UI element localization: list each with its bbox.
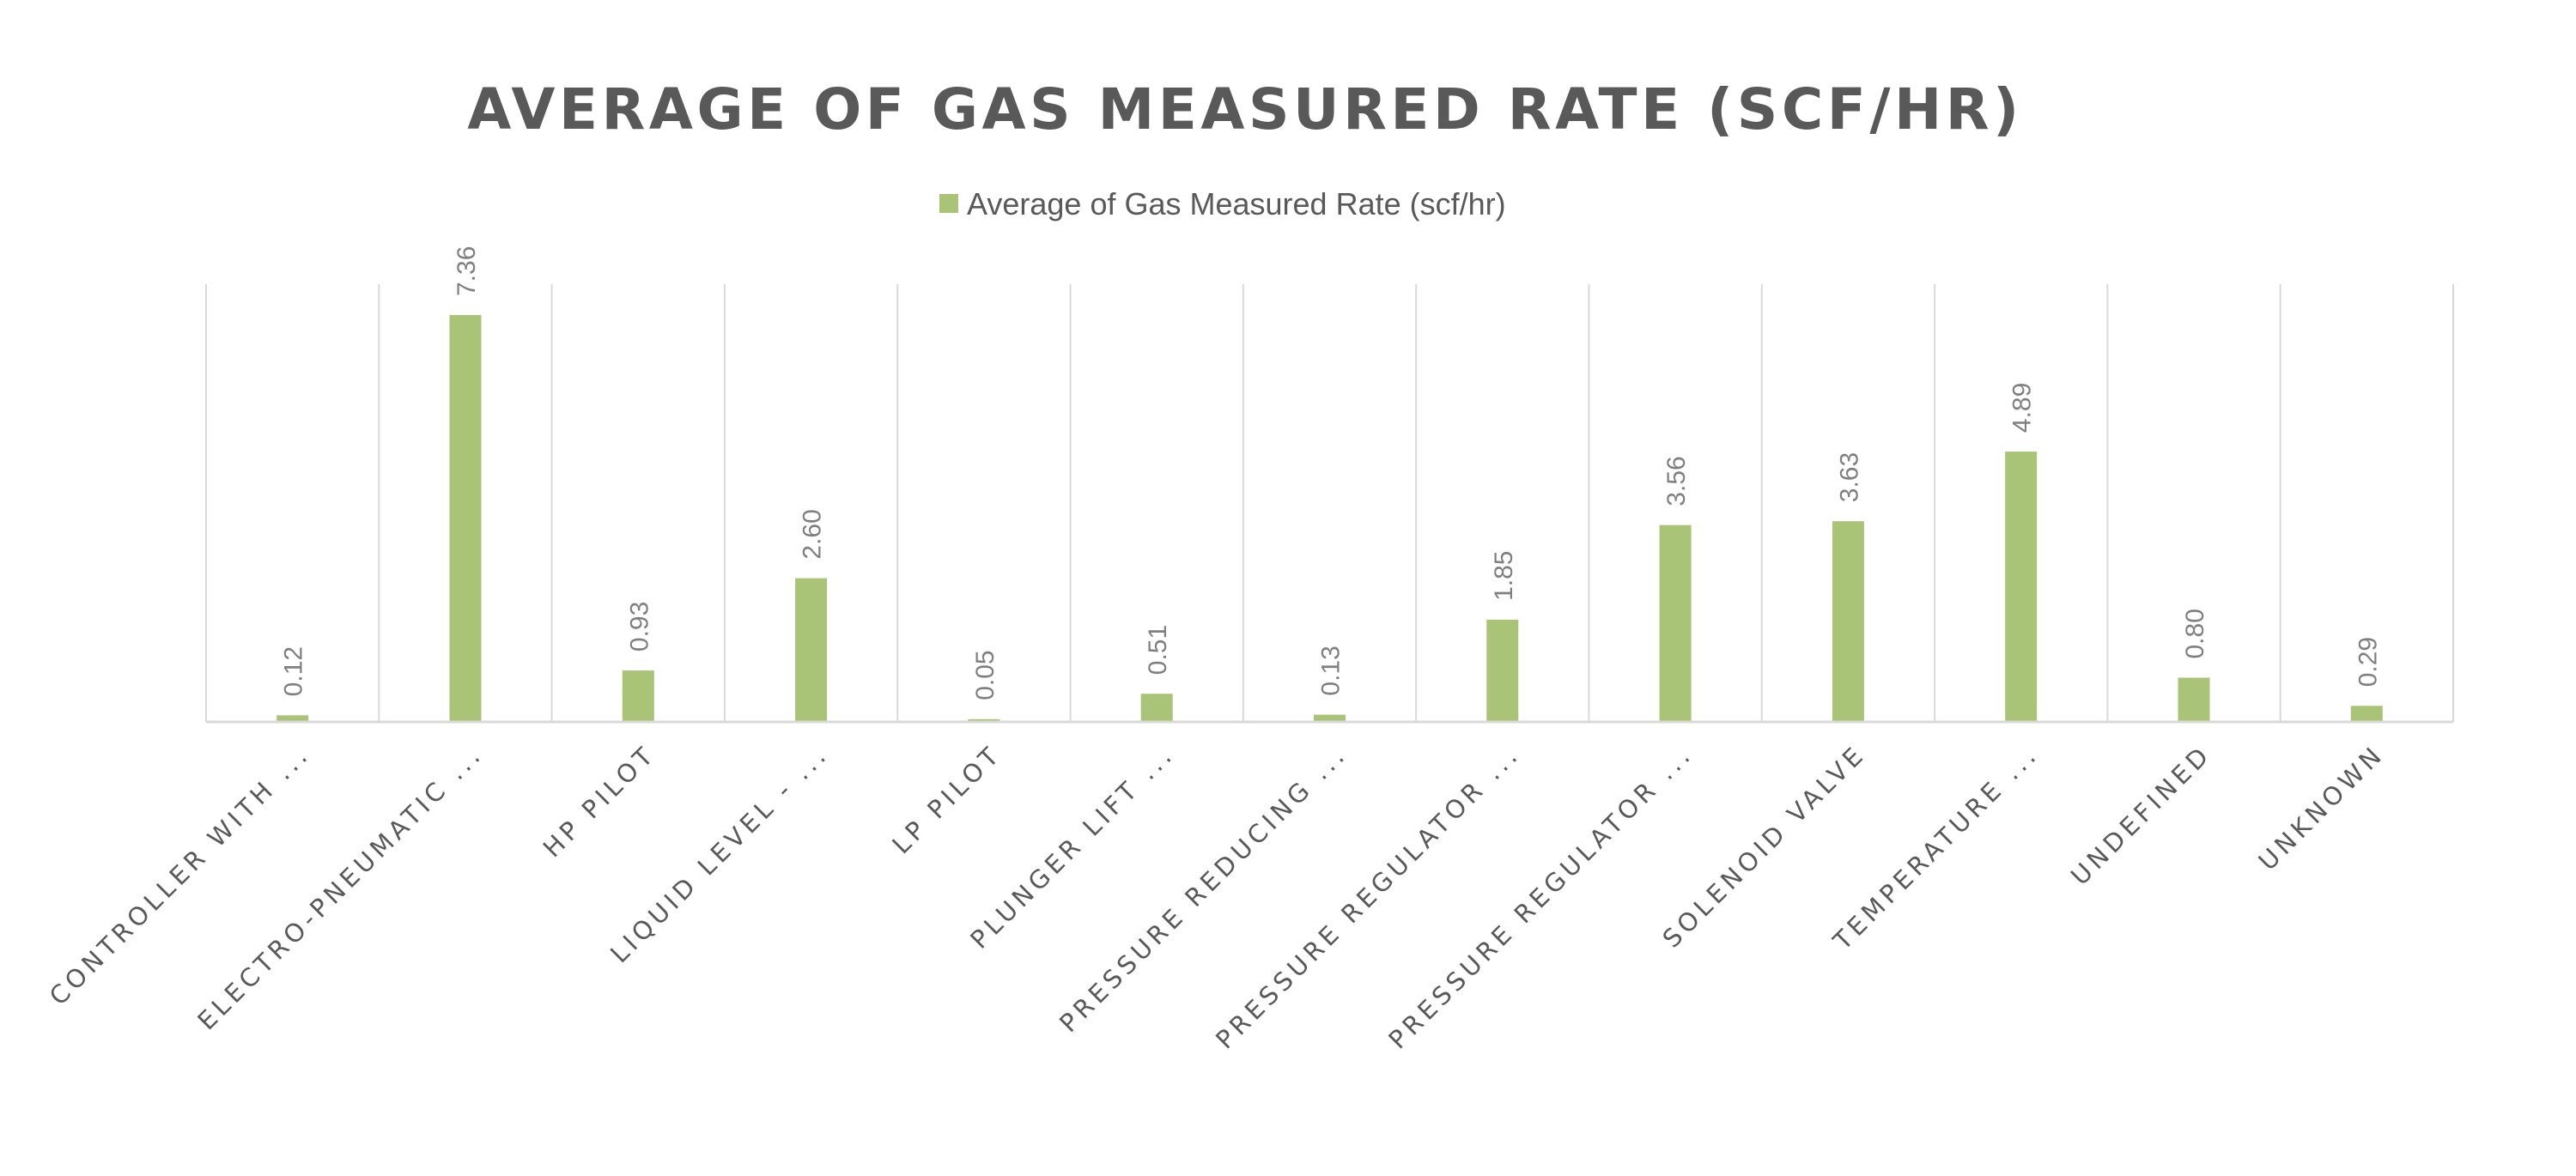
- bar: [1140, 694, 1173, 722]
- data-label: 0.12: [280, 646, 308, 696]
- data-label: 3.56: [1662, 456, 1691, 506]
- bar: [1832, 521, 1864, 722]
- data-label: 0.51: [1144, 625, 1172, 675]
- legend-swatch: [939, 194, 958, 213]
- data-label: 0.80: [2181, 609, 2209, 658]
- bars: [276, 315, 2383, 722]
- bar: [1486, 619, 1519, 722]
- data-label: 1.85: [1490, 551, 1518, 601]
- data-label: 3.63: [1835, 452, 1863, 502]
- grid-lines: [205, 284, 2454, 722]
- data-label: 0.93: [625, 602, 653, 652]
- bar: [449, 315, 482, 722]
- bar: [795, 578, 828, 722]
- bar: [968, 718, 1000, 722]
- data-label: 0.05: [971, 650, 999, 700]
- data-label: 4.89: [2008, 383, 2037, 433]
- data-labels: 0.12 7.36 0.93 2.60 0.05 0.51 0.13 1.85 3.56 3.63…: [280, 246, 2383, 700]
- chart-title: AVERAGE OF GAS MEASURED RATE (SCF/HR): [467, 76, 2022, 142]
- data-label: 0.29: [2354, 637, 2382, 687]
- bar: [276, 715, 309, 722]
- legend: Average of Gas Measured Rate (scf/hr): [939, 186, 1506, 221]
- data-label: 7.36: [453, 246, 481, 296]
- legend-label: Average of Gas Measured Rate (scf/hr): [967, 186, 1506, 221]
- bar: [1659, 524, 1692, 722]
- data-label: 0.13: [1317, 646, 1346, 695]
- bar: [2005, 452, 2038, 722]
- bar: [1314, 714, 1346, 722]
- bar: [2178, 677, 2210, 722]
- bar: [622, 670, 654, 722]
- data-label: 2.60: [799, 509, 827, 559]
- bar: [2350, 706, 2383, 722]
